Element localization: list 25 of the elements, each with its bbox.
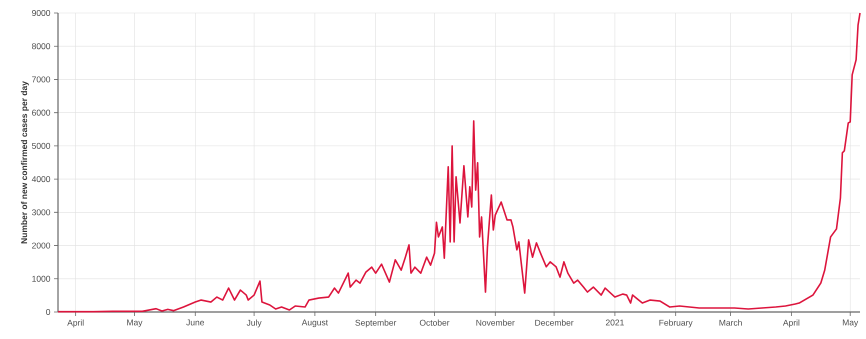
y-tick-label: 1000 xyxy=(32,276,50,282)
x-tick-label: April xyxy=(782,320,800,328)
y-tick-label: 5000 xyxy=(32,142,50,149)
y-tick-label: 4000 xyxy=(32,176,50,182)
y-tick-label: 0 xyxy=(46,309,50,315)
y-tick-label: 7000 xyxy=(32,76,50,82)
x-tick-label: May xyxy=(127,320,142,328)
x-tick-label: 2021 xyxy=(606,320,624,326)
x-tick-label: February xyxy=(659,320,693,328)
x-tick-label: May xyxy=(842,320,858,328)
x-tick-label: September xyxy=(355,320,396,328)
y-tick-label: 8000 xyxy=(32,43,50,50)
x-tick-label: November xyxy=(476,320,515,326)
x-tick-label: October xyxy=(420,320,450,326)
x-tick-label: December xyxy=(535,320,574,326)
x-tick-label: August xyxy=(302,320,328,328)
x-tick-label: June xyxy=(186,320,204,326)
y-tick-label: 3000 xyxy=(32,209,50,216)
x-tick-label: July xyxy=(246,320,262,328)
x-tick-label: March xyxy=(720,320,742,326)
y-tick-label: 9000 xyxy=(32,10,50,16)
y-tick-label: 6000 xyxy=(32,110,50,116)
y-tick-label: 2000 xyxy=(32,242,50,249)
y-axis-title: Number of new confirmed cases per day xyxy=(20,81,29,244)
x-tick-label: April xyxy=(67,320,84,328)
